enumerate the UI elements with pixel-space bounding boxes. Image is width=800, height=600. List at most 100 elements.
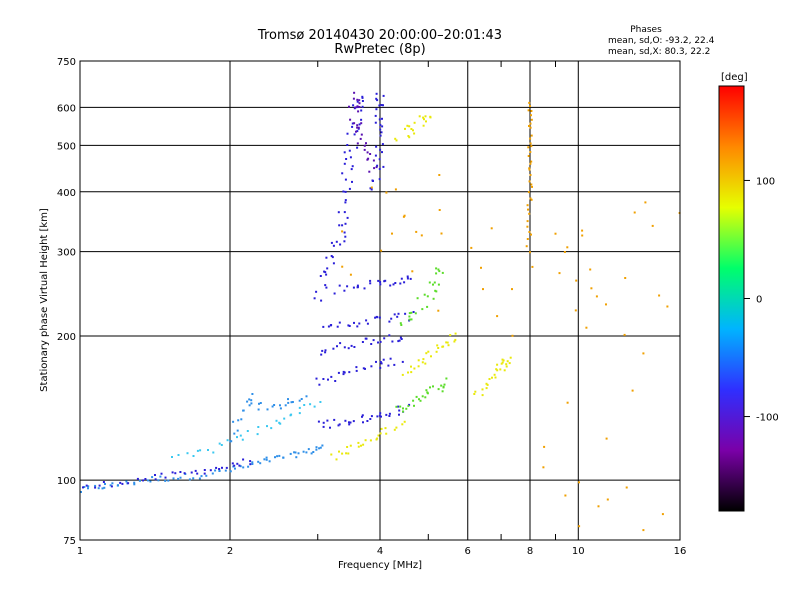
data-point: [283, 417, 286, 420]
data-point: [87, 485, 90, 488]
data-point: [526, 225, 529, 228]
data-point: [412, 311, 415, 313]
data-point: [401, 360, 404, 363]
data-point: [380, 427, 383, 430]
data-point: [481, 388, 484, 391]
data-point: [413, 367, 416, 370]
data-point: [358, 102, 361, 105]
data-point: [644, 201, 647, 204]
data-point: [361, 341, 364, 343]
data-point: [343, 240, 346, 243]
data-point: [530, 233, 532, 236]
data-point: [331, 256, 334, 259]
data-point: [341, 172, 344, 175]
data-point: [503, 369, 506, 372]
data-point: [342, 373, 345, 376]
data-point: [441, 390, 444, 393]
data-point: [218, 468, 221, 470]
data-point: [372, 180, 374, 182]
data-point: [417, 359, 420, 362]
data-point: [330, 255, 333, 257]
plot-grid: [80, 61, 680, 540]
data-point: [531, 265, 534, 268]
data-point: [378, 158, 381, 161]
data-point: [346, 446, 349, 448]
data-point: [362, 443, 365, 446]
data-point: [341, 224, 344, 227]
data-point: [109, 484, 112, 487]
data-point: [399, 322, 402, 325]
data-point: [356, 124, 359, 127]
data-point: [159, 475, 162, 478]
y-tick-label: 300: [57, 248, 76, 259]
data-point: [365, 337, 368, 340]
data-point: [367, 157, 370, 160]
data-point: [428, 281, 431, 284]
data-point: [403, 420, 406, 423]
data-point: [581, 229, 584, 232]
x-tick-labels: 1 2 4 6 8 10 16: [77, 546, 687, 557]
data-point: [349, 421, 352, 424]
data-point: [355, 366, 358, 369]
data-point: [407, 404, 410, 407]
data-point: [506, 360, 509, 363]
data-point: [470, 246, 473, 249]
data-point: [343, 162, 346, 165]
data-point: [422, 116, 425, 119]
data-point: [485, 382, 488, 385]
data-point: [529, 137, 532, 140]
data-point: [330, 453, 333, 456]
data-point: [357, 126, 360, 129]
data-point: [530, 134, 533, 137]
data-point: [407, 371, 409, 374]
data-point: [303, 404, 306, 406]
data-point: [341, 230, 344, 233]
data-point: [370, 365, 373, 368]
y-tick-label: 600: [57, 103, 76, 114]
data-point: [329, 426, 331, 429]
data-point: [348, 371, 351, 374]
data-point: [409, 277, 412, 280]
data-point: [369, 153, 372, 155]
colorbar-unit: [deg]: [721, 72, 748, 83]
data-point: [429, 116, 432, 119]
data-point: [256, 433, 259, 436]
data-point: [356, 100, 359, 103]
data-point: [97, 487, 100, 490]
data-point: [400, 338, 403, 340]
data-point: [310, 452, 313, 455]
data-point: [495, 368, 498, 371]
data-point: [330, 375, 333, 378]
data-point: [422, 124, 425, 127]
data-point: [375, 166, 378, 169]
data-point: [363, 148, 366, 151]
data-point: [333, 418, 336, 421]
data-point: [357, 127, 360, 130]
data-points: [80, 91, 681, 532]
data-point: [426, 295, 429, 298]
data-point: [125, 480, 128, 483]
data-point: [375, 145, 378, 148]
data-point: [393, 428, 396, 431]
data-point: [251, 393, 254, 395]
data-point: [410, 365, 412, 368]
data-point: [215, 466, 218, 469]
data-point: [381, 117, 383, 120]
data-point: [240, 418, 243, 421]
data-point: [376, 164, 379, 167]
data-point: [402, 407, 404, 410]
data-point: [400, 277, 403, 280]
data-point: [488, 378, 491, 380]
data-point: [530, 183, 533, 186]
y-tick-label: 400: [57, 188, 76, 199]
data-point: [278, 454, 281, 457]
data-point: [353, 321, 355, 324]
data-point: [233, 464, 236, 467]
data-point: [376, 437, 379, 440]
data-point: [597, 505, 600, 508]
data-point: [287, 398, 289, 401]
data-point: [396, 315, 399, 318]
data-point: [192, 477, 195, 480]
phases-x-stats: mean, sd,X: 80.3, 22.2: [608, 47, 710, 57]
data-point: [379, 366, 382, 369]
